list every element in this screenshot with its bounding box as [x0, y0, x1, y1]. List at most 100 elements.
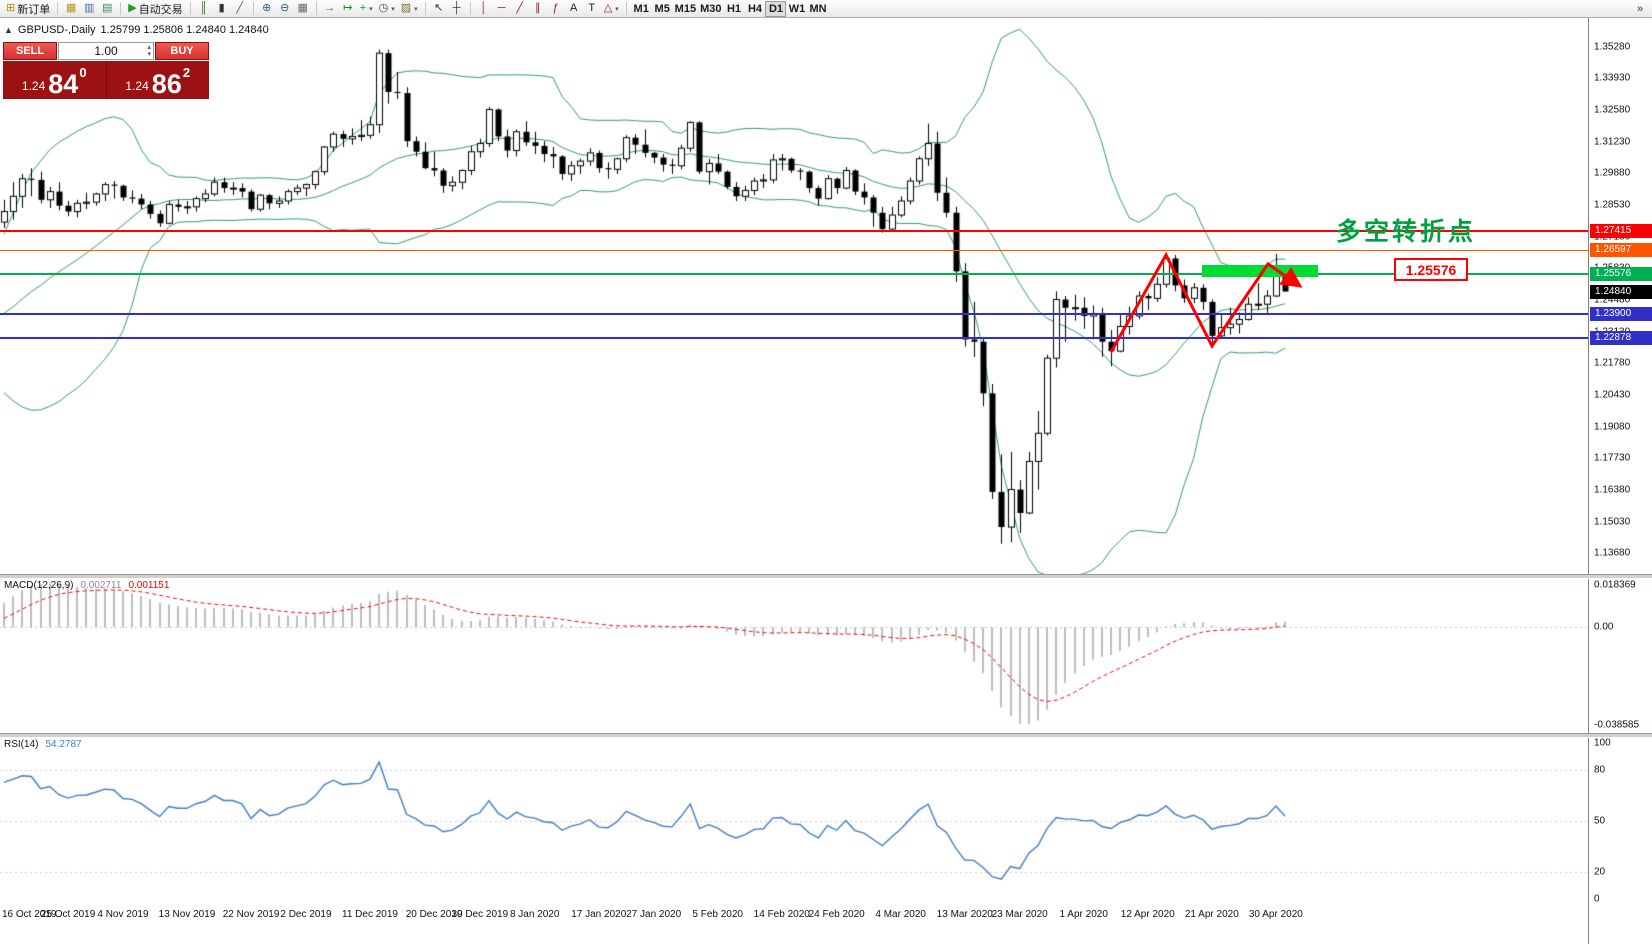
line-chart-button[interactable]: ╱: [231, 1, 249, 17]
price-chart-canvas[interactable]: [0, 18, 1588, 574]
timeframe-m30-button[interactable]: M30: [698, 1, 723, 17]
equidistant-channel-button[interactable]: ∥: [529, 1, 547, 17]
date-label: 16 Oct 2019: [2, 909, 57, 920]
tile-windows-button[interactable]: ▦: [294, 1, 312, 17]
date-label: 30 Dec 2019: [451, 909, 509, 920]
timeframe-mn-button[interactable]: MN: [807, 1, 828, 17]
horizontal-line-1.27415[interactable]: [0, 230, 1588, 233]
zoom-in-icon: ⊕: [262, 2, 272, 14]
price-callout-annotation[interactable]: 1.25576: [1394, 258, 1468, 281]
toolbar-separator: [120, 2, 122, 15]
price-tick: 1.24480: [1594, 294, 1631, 306]
text-label-button[interactable]: T: [583, 1, 601, 17]
candlestick-chart-button[interactable]: ▮: [213, 1, 231, 17]
cursor-button[interactable]: ↖: [430, 1, 448, 17]
date-label: 4 Nov 2019: [97, 909, 149, 920]
templates-button[interactable]: ▨ ▾: [398, 1, 421, 17]
volume-field[interactable]: 1.00 ▴ ▾: [58, 42, 154, 60]
ohlc-values: 1.25799 1.25806 1.24840 1.24840: [100, 24, 269, 36]
arrows-button[interactable]: △ ▾: [601, 1, 622, 17]
buy-button[interactable]: BUY: [155, 42, 209, 60]
market-watch-button[interactable]: ▥: [80, 1, 98, 17]
price-tick: 1.29880: [1594, 167, 1631, 179]
date-label: 23 Mar 2020: [991, 909, 1048, 920]
panel-separator[interactable]: [0, 574, 1652, 579]
bar-chart-button[interactable]: ║: [195, 1, 213, 17]
volume-spinner[interactable]: ▴ ▾: [147, 44, 151, 58]
charts-window-button[interactable]: ▦: [62, 1, 80, 17]
toolbar-separator: [57, 2, 59, 15]
price-axis[interactable]: 1.35280 1.33930 1.32580 1.31230 1.29880 1.285…: [1588, 18, 1652, 944]
macd-scale-label: 0.00: [1594, 621, 1614, 633]
toolbar-separator: [189, 2, 191, 15]
horizontal-line-1.23900[interactable]: [0, 312, 1588, 315]
horizontal-line-button[interactable]: ─: [493, 1, 511, 17]
date-axis[interactable]: 16 Oct 2019 25 Oct 2019 4 Nov 2019 13 Nov 2…: [0, 906, 1588, 944]
timeframe-d1-button[interactable]: D1: [765, 0, 787, 17]
zoom-out-button[interactable]: ⊖: [276, 1, 294, 17]
timeframe-m15-button[interactable]: M15: [673, 1, 698, 17]
timeframe-h1-button[interactable]: H1: [723, 1, 744, 17]
macd-canvas[interactable]: [0, 577, 1588, 733]
rsi-label: RSI(14) 54.2787: [4, 739, 82, 750]
date-label: 21 Apr 2020: [1184, 909, 1239, 920]
toolbar-group-pointer-tools: ↖ ┼: [430, 1, 466, 17]
timeframe-h4-button[interactable]: H4: [744, 1, 765, 17]
sell-price-sup: 0: [79, 65, 87, 80]
navigator-icon: ▤: [102, 2, 113, 14]
macd-main-value: 0.002711: [80, 580, 122, 591]
volume-up-icon[interactable]: ▴: [147, 44, 151, 51]
horizontal-line-1.26597[interactable]: [0, 249, 1588, 251]
timeframe-m5-label: M5: [654, 2, 670, 15]
price-tick: 1.35280: [1594, 41, 1631, 53]
timeframe-m5-button[interactable]: M5: [652, 1, 673, 17]
sell-price-button[interactable]: 1.24 84 0: [3, 61, 107, 99]
date-label: 12 Apr 2020: [1120, 909, 1175, 920]
navigator-button[interactable]: ▤: [98, 1, 116, 17]
periods-button[interactable]: ◷ ▾: [376, 1, 398, 17]
highlight-rectangle-annotation[interactable]: [1202, 265, 1318, 277]
horizontal-line-1.22878[interactable]: [0, 336, 1588, 339]
autotrading-button[interactable]: ▶ 自动交易: [125, 1, 185, 17]
toolbar-separator: [315, 2, 317, 15]
volume-down-icon[interactable]: ▾: [147, 51, 151, 58]
horizontal-line-1.25576[interactable]: [0, 273, 1588, 276]
turning-point-annotation[interactable]: 多空转折点: [1336, 218, 1477, 246]
rsi-value: 54.2787: [45, 739, 82, 750]
zoom-in-button[interactable]: ⊕: [258, 1, 276, 17]
bar-chart-icon: ║: [199, 2, 208, 14]
buy-price-button[interactable]: 1.24 86 2: [106, 61, 209, 99]
rsi-scale-label: 0: [1594, 893, 1600, 905]
panel-separator[interactable]: [0, 733, 1652, 738]
main-chart-panel: 多空转折点 1.25576 ▲ GBPUSD-,Daily 1.25799 1.…: [0, 18, 1588, 574]
templates-caret-icon: ▾: [414, 5, 418, 13]
chart-title: ▲ GBPUSD-,Daily 1.25799 1.25806 1.24840 …: [4, 24, 269, 36]
date-label: 13 Nov 2019: [158, 909, 216, 920]
chart-shift-button[interactable]: ↦: [339, 1, 357, 17]
price-tick: 1.16380: [1594, 484, 1631, 496]
fibonacci-button[interactable]: ƒ: [547, 1, 565, 17]
text-button[interactable]: A: [565, 1, 583, 17]
sell-price-big: 84: [48, 68, 79, 99]
timeframe-m1-button[interactable]: M1: [631, 1, 652, 17]
one-click-collapse-icon[interactable]: ▲: [4, 25, 13, 35]
buy-price-big: 86: [151, 68, 182, 99]
trendline-button[interactable]: ╱: [511, 1, 529, 17]
date-label: 2 Dec 2019: [280, 909, 332, 920]
vertical-line-button[interactable]: │: [475, 1, 493, 17]
crosshair-button[interactable]: ┼: [448, 1, 466, 17]
line-chart-icon: ╱: [236, 2, 243, 14]
buy-price-small: 1.24: [125, 79, 149, 93]
toolbar-overflow-button[interactable]: »: [1631, 1, 1649, 17]
horizontal-line-icon: ─: [497, 2, 506, 14]
new-order-button[interactable]: ⊞ 新订单: [3, 1, 53, 17]
timeframe-m30-label: M30: [700, 2, 722, 15]
indicators-button[interactable]: + ▾: [357, 1, 376, 17]
current-price-label: 1.24840: [1590, 284, 1652, 299]
crosshair-icon: ┼: [452, 2, 461, 14]
rsi-canvas[interactable]: [0, 736, 1588, 906]
auto-scroll-button[interactable]: →: [321, 1, 339, 17]
sell-button[interactable]: SELL: [3, 42, 57, 60]
timeframe-w1-button[interactable]: W1: [786, 1, 807, 17]
chart-shift-icon: ↦: [343, 2, 353, 14]
